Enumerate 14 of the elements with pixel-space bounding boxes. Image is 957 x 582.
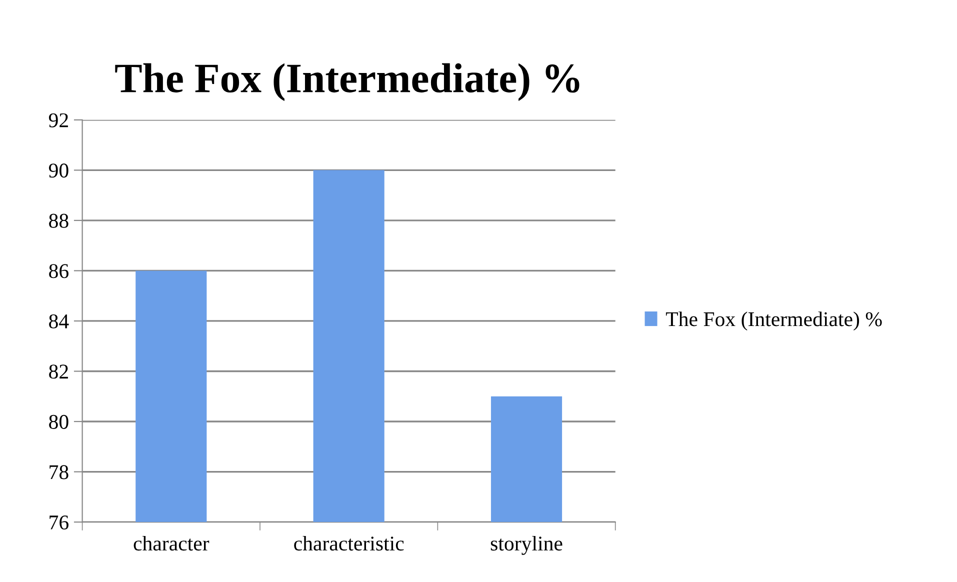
- y-tick-label: 82: [49, 364, 68, 379]
- y-tick-label: 80: [49, 414, 68, 429]
- chart-title: The Fox (Intermediate) %: [115, 63, 580, 101]
- x-tick-label: character: [134, 536, 210, 551]
- y-tick-label: 76: [50, 515, 68, 530]
- x-tick-label: storyline: [490, 536, 562, 555]
- legend-label: The Fox (Intermediate) %: [666, 312, 882, 330]
- x-tick-label: characteristic: [294, 536, 404, 551]
- y-tick-label: 86: [49, 264, 68, 278]
- y-tick-label: 92: [48, 113, 68, 128]
- y-tick-label: 78: [50, 465, 68, 480]
- y-tick-label: 84: [49, 314, 69, 328]
- y-tick-label: 88: [49, 214, 68, 228]
- y-tick-label: 90: [48, 164, 68, 178]
